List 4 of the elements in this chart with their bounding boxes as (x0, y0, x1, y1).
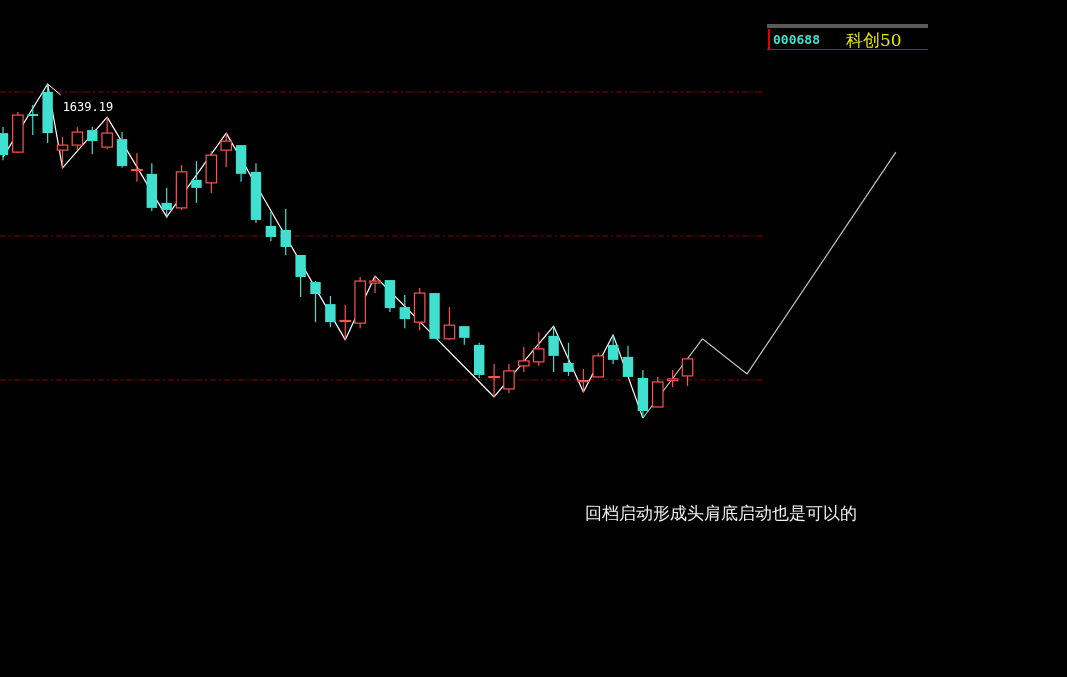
chart-subtitle: 000688 (773, 32, 821, 47)
text: 回档启动形成头肩底启动也是可以的 (585, 503, 857, 523)
chart-title: 科创50 (846, 30, 902, 50)
annotation: 1639.19 (62, 100, 114, 114)
